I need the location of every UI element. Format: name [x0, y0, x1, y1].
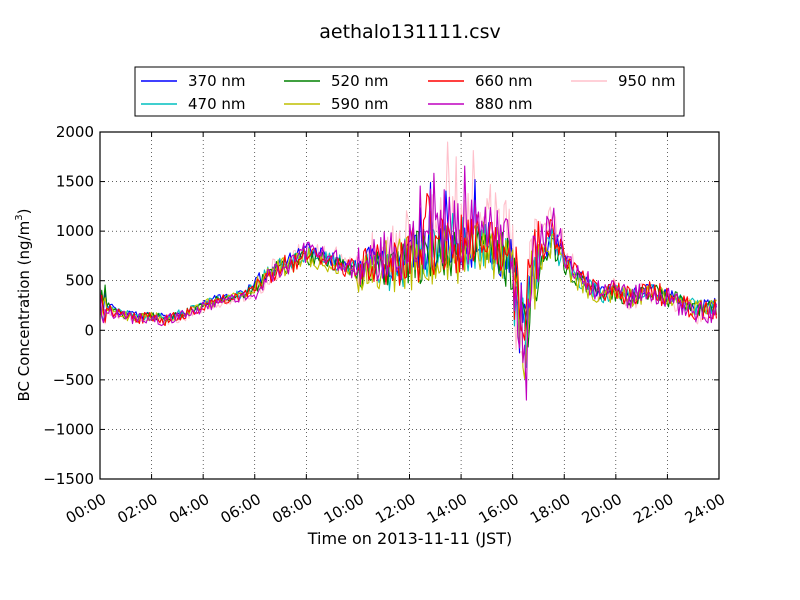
y-axis-label-superscript: 3 — [14, 214, 25, 220]
y-tick-label: 2000 — [56, 123, 94, 141]
legend-label: 590 nm — [331, 95, 389, 113]
legend-box — [134, 66, 685, 117]
y-tick-label: 1500 — [56, 173, 94, 191]
legend-item: 660 nm — [428, 72, 533, 90]
y-tick-label: −1500 — [43, 470, 94, 488]
legend-item: 880 nm — [428, 95, 533, 113]
y-tick-labels: −1500 −1000 −500 0 500 1000 1500 2000 — [43, 123, 94, 488]
series-lines — [100, 141, 717, 401]
y-axis-label-tail: ) — [15, 209, 33, 215]
series-line-660-nm — [100, 192, 717, 341]
legend-label: 470 nm — [188, 95, 246, 113]
y-tick-label: −500 — [53, 371, 94, 389]
y-tick-label: 500 — [65, 272, 94, 290]
legend-label: 660 nm — [475, 72, 533, 90]
legend: 370 nm 470 nm 520 nm 590 nm 660 nm 880 nm 950 … — [134, 66, 685, 117]
legend-label: 370 nm — [188, 72, 246, 90]
y-tick-label: 0 — [84, 321, 94, 339]
x-axis-label: Time on 2013-11-11 (JST) — [307, 529, 512, 548]
legend-item: 950 nm — [571, 72, 676, 90]
series-line-880-nm — [100, 165, 717, 401]
y-tick-label: −1000 — [43, 420, 94, 438]
y-tick-label: 1000 — [56, 222, 94, 240]
chart-title: aethalo131111.csv — [319, 21, 501, 43]
legend-item: 470 nm — [141, 95, 246, 113]
legend-item: 520 nm — [284, 72, 389, 90]
legend-label: 520 nm — [331, 72, 389, 90]
axis-ticks — [99, 131, 720, 480]
legend-label: 880 nm — [475, 95, 533, 113]
y-axis-label: BC Concentration (ng/m3) — [14, 209, 33, 402]
legend-item: 370 nm — [141, 72, 246, 90]
y-axis-label-main: BC Concentration (ng/m — [15, 221, 33, 402]
series-line-520-nm — [100, 225, 717, 348]
legend-label: 950 nm — [618, 72, 676, 90]
legend-item: 590 nm — [284, 95, 389, 113]
